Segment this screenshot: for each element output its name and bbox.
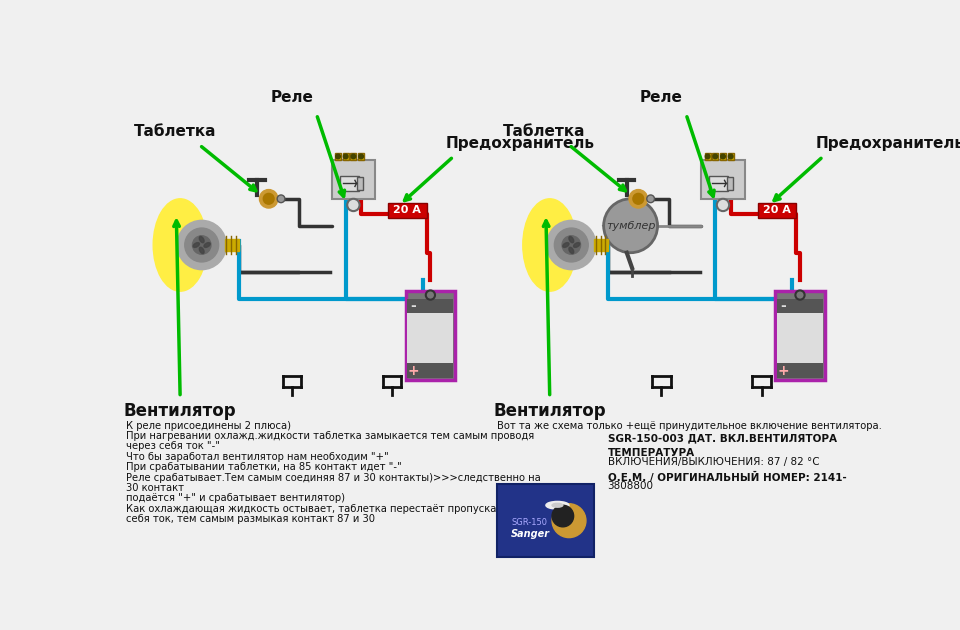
- Circle shape: [554, 228, 588, 262]
- Ellipse shape: [200, 236, 204, 243]
- Ellipse shape: [563, 243, 569, 248]
- Text: О.Е.М. / ОРИГИНАЛЬНЫЙ НОМЕР: 2141-: О.Е.М. / ОРИГИНАЛЬНЫЙ НОМЕР: 2141-: [608, 472, 847, 483]
- Circle shape: [717, 199, 730, 211]
- Text: SGR-150: SGR-150: [512, 518, 547, 527]
- Ellipse shape: [573, 243, 580, 248]
- Text: -: -: [411, 299, 417, 313]
- Circle shape: [552, 505, 574, 527]
- Bar: [594, 239, 609, 251]
- Bar: [407, 299, 453, 312]
- Circle shape: [184, 228, 219, 262]
- Text: Как охлаждающая жидкость остывает, таблетка перестаёт пропускать через: Как охлаждающая жидкость остывает, табле…: [127, 504, 541, 513]
- Circle shape: [546, 220, 596, 270]
- Bar: [709, 176, 729, 191]
- Bar: [407, 312, 453, 363]
- Bar: [358, 152, 364, 160]
- Ellipse shape: [204, 243, 210, 248]
- Text: Предохранитель: Предохранитель: [815, 136, 960, 151]
- Text: 30 контакт: 30 контакт: [127, 483, 184, 493]
- Ellipse shape: [193, 243, 200, 248]
- Bar: [727, 177, 733, 190]
- Text: 3808800: 3808800: [608, 481, 654, 491]
- Text: Вентилятор: Вентилятор: [124, 401, 236, 420]
- Text: -: -: [780, 299, 786, 313]
- Bar: [777, 363, 823, 378]
- Text: Sanger: Sanger: [512, 529, 550, 539]
- Bar: [332, 160, 375, 199]
- Bar: [702, 160, 745, 199]
- Bar: [406, 291, 455, 380]
- Bar: [776, 291, 825, 380]
- Circle shape: [562, 236, 581, 255]
- Text: подаётся "+" и срабатывает вентилятор): подаётся "+" и срабатывает вентилятор): [127, 493, 346, 503]
- Text: При срабатывании таблетки, на 85 контакт идет "-": При срабатывании таблетки, на 85 контакт…: [127, 462, 402, 472]
- Text: Таблетка: Таблетка: [503, 123, 586, 139]
- Text: +: +: [408, 364, 420, 377]
- Circle shape: [426, 290, 435, 300]
- Circle shape: [344, 154, 348, 159]
- Text: ТЕМПЕРАТУРА: ТЕМПЕРАТУРА: [608, 447, 695, 457]
- Ellipse shape: [200, 247, 204, 253]
- Bar: [343, 152, 348, 160]
- Circle shape: [729, 154, 733, 159]
- Circle shape: [796, 290, 804, 300]
- Bar: [388, 203, 426, 218]
- Text: К реле присоединены 2 плюса): К реле присоединены 2 плюса): [127, 421, 291, 430]
- Bar: [340, 176, 359, 191]
- Circle shape: [192, 236, 211, 255]
- Circle shape: [706, 154, 709, 159]
- Circle shape: [633, 193, 644, 204]
- Bar: [497, 484, 593, 557]
- Circle shape: [721, 154, 726, 159]
- Bar: [777, 312, 823, 363]
- Circle shape: [359, 154, 364, 159]
- Text: 20 А: 20 А: [763, 205, 791, 215]
- Text: Реле срабатывает.Тем самым соединяя 87 и 30 контакты)>>>следственно на: Реле срабатывает.Тем самым соединяя 87 и…: [127, 472, 541, 483]
- Circle shape: [351, 154, 356, 159]
- Bar: [357, 177, 364, 190]
- Bar: [225, 239, 239, 251]
- Ellipse shape: [569, 247, 574, 253]
- Text: Вентилятор: Вентилятор: [493, 401, 606, 420]
- Ellipse shape: [546, 501, 569, 509]
- Circle shape: [263, 193, 275, 204]
- Text: Предохранитель: Предохранитель: [445, 136, 595, 151]
- Bar: [720, 152, 726, 160]
- Bar: [335, 152, 341, 160]
- Text: Вот та же схема только +ещё принудительное включение вентилятора.: Вот та же схема только +ещё принудительн…: [497, 421, 882, 430]
- Bar: [407, 363, 453, 378]
- Ellipse shape: [569, 236, 574, 243]
- Circle shape: [348, 199, 360, 211]
- Ellipse shape: [552, 503, 563, 507]
- Circle shape: [336, 154, 340, 159]
- Circle shape: [259, 190, 278, 208]
- Circle shape: [647, 195, 655, 203]
- Circle shape: [277, 195, 285, 203]
- Text: Реле: Реле: [271, 89, 313, 105]
- Bar: [705, 152, 710, 160]
- Bar: [757, 203, 796, 218]
- Bar: [712, 152, 718, 160]
- Text: SGR-150-003 ДАТ. ВКЛ.ВЕНТИЛЯТОРА: SGR-150-003 ДАТ. ВКЛ.ВЕНТИЛЯТОРА: [608, 433, 836, 444]
- Ellipse shape: [154, 199, 207, 291]
- Circle shape: [713, 154, 718, 159]
- Text: Что бы заработал вентилятор нам необходим "+": Что бы заработал вентилятор нам необходи…: [127, 452, 389, 462]
- Text: себя ток, тем самым размыкая контакт 87 и 30: себя ток, тем самым размыкая контакт 87 …: [127, 514, 375, 524]
- Text: через себя ток "-": через себя ток "-": [127, 442, 220, 451]
- Text: +: +: [778, 364, 789, 377]
- Ellipse shape: [523, 199, 577, 291]
- Bar: [777, 299, 823, 312]
- Text: Таблетка: Таблетка: [133, 123, 216, 139]
- Text: тумблер: тумблер: [606, 220, 656, 231]
- Text: Реле: Реле: [640, 89, 683, 105]
- Bar: [350, 152, 356, 160]
- Text: ВКЛЮЧЕНИЯ/ВЫКЛЮЧЕНИЯ: 87 / 82 °С: ВКЛЮЧЕНИЯ/ВЫКЛЮЧЕНИЯ: 87 / 82 °С: [608, 457, 819, 467]
- Circle shape: [604, 199, 658, 253]
- Circle shape: [552, 504, 586, 537]
- Circle shape: [177, 220, 227, 270]
- Circle shape: [629, 190, 648, 208]
- Text: 20 А: 20 А: [394, 205, 421, 215]
- Text: При нагревании охлажд.жидкости таблетка замыкается тем самым проводя: При нагревании охлажд.жидкости таблетка …: [127, 431, 535, 441]
- Bar: [728, 152, 733, 160]
